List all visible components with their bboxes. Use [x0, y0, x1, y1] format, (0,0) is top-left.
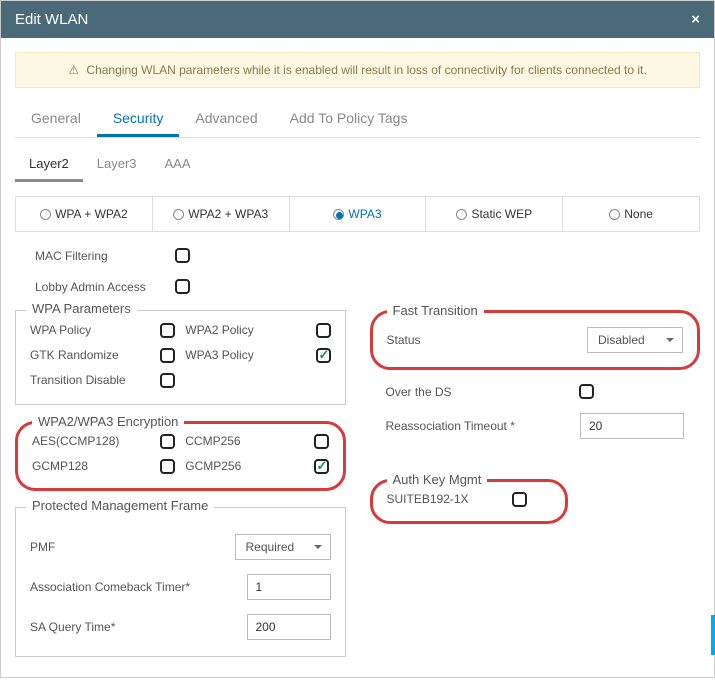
- mac-filtering-row: MAC Filtering: [35, 248, 700, 263]
- wpa-parameters-legend: WPA Parameters: [26, 301, 137, 316]
- lobby-admin-label: Lobby Admin Access: [35, 280, 175, 294]
- mac-filtering-label: MAC Filtering: [35, 249, 175, 263]
- fast-transition-fieldset: Fast Transition Status Disabled: [370, 310, 701, 370]
- radio-wpa3[interactable]: WPA3: [290, 197, 427, 231]
- gcmp128-label: GCMP128: [32, 459, 88, 473]
- side-handle[interactable]: [711, 615, 715, 655]
- ccmp256-checkbox[interactable]: [314, 434, 329, 449]
- sa-query-label: SA Query Time*: [30, 620, 115, 634]
- gcmp256-label: GCMP256: [185, 459, 241, 473]
- tab-advanced[interactable]: Advanced: [179, 102, 273, 137]
- ft-status-select[interactable]: Disabled: [587, 327, 683, 353]
- tab-security[interactable]: Security: [97, 102, 180, 137]
- assoc-comeback-label: Association Comeback Timer*: [30, 580, 190, 594]
- gcmp128-checkbox[interactable]: [160, 459, 175, 474]
- auth-key-mgmt-fieldset: Auth Key Mgmt SUITEB192-1X: [370, 479, 568, 524]
- lobby-admin-row: Lobby Admin Access: [35, 279, 700, 294]
- pmf-label: PMF: [30, 540, 55, 554]
- tab-policy-tags[interactable]: Add To Policy Tags: [274, 102, 424, 137]
- pmf-legend: Protected Management Frame: [26, 498, 214, 513]
- assoc-comeback-input[interactable]: [247, 574, 331, 600]
- subtab-aaa[interactable]: AAA: [151, 148, 205, 182]
- ccmp256-label: CCMP256: [185, 434, 240, 448]
- radio-static-wep[interactable]: Static WEP: [426, 197, 563, 231]
- fast-transition-legend: Fast Transition: [387, 303, 484, 318]
- encryption-legend: WPA2/WPA3 Encryption: [32, 414, 184, 429]
- wpa-policy-label: WPA Policy: [30, 323, 91, 337]
- over-the-ds-label: Over the DS: [386, 385, 452, 399]
- over-the-ds-checkbox[interactable]: [579, 384, 594, 399]
- wpa-mode-selector: WPA + WPA2 WPA2 + WPA3 WPA3 Static WEP N…: [15, 196, 700, 232]
- gtk-randomize-checkbox[interactable]: [160, 348, 175, 363]
- lobby-admin-checkbox[interactable]: [175, 279, 190, 294]
- tab-general[interactable]: General: [15, 102, 97, 137]
- subtab-layer2[interactable]: Layer2: [15, 148, 83, 182]
- transition-disable-label: Transition Disable: [30, 373, 126, 387]
- wpa3-policy-label: WPA3 Policy: [185, 348, 253, 362]
- suiteb192-1x-label: SUITEB192-1X: [387, 492, 469, 506]
- close-icon[interactable]: ×: [691, 11, 700, 28]
- wpa-parameters-fieldset: WPA Parameters WPA Policy WPA2 Policy GT…: [15, 310, 346, 405]
- radio-none[interactable]: None: [563, 197, 699, 231]
- radio-icon: [173, 209, 184, 220]
- reassoc-timeout-input[interactable]: [580, 413, 684, 439]
- pmf-fieldset: Protected Management Frame PMF Required …: [15, 507, 346, 657]
- mac-filtering-checkbox[interactable]: [175, 248, 190, 263]
- transition-disable-checkbox[interactable]: [160, 373, 175, 388]
- wpa2-policy-label: WPA2 Policy: [185, 323, 253, 337]
- wpa2-policy-checkbox[interactable]: [316, 323, 331, 338]
- main-tabs: General Security Advanced Add To Policy …: [15, 102, 700, 138]
- sub-tabs: Layer2 Layer3 AAA: [15, 148, 700, 182]
- reassoc-timeout-label: Reassociation Timeout *: [386, 419, 515, 433]
- modal-title: Edit WLAN: [15, 11, 88, 28]
- modal-header: Edit WLAN ×: [1, 1, 714, 38]
- warning-text: Changing WLAN parameters while it is ena…: [86, 63, 646, 77]
- gcmp256-checkbox[interactable]: [314, 459, 329, 474]
- radio-icon: [333, 209, 344, 220]
- wpa3-policy-checkbox[interactable]: [316, 348, 331, 363]
- radio-icon: [456, 209, 467, 220]
- pmf-select[interactable]: Required: [235, 534, 331, 560]
- aes-ccmp128-label: AES(CCMP128): [32, 434, 119, 448]
- radio-icon: [609, 209, 620, 220]
- suiteb192-1x-checkbox[interactable]: [512, 492, 527, 507]
- sa-query-input[interactable]: [247, 614, 331, 640]
- radio-icon: [40, 209, 51, 220]
- warning-icon: ⚠: [68, 63, 79, 77]
- auth-key-mgmt-legend: Auth Key Mgmt: [387, 472, 488, 487]
- encryption-fieldset: WPA2/WPA3 Encryption AES(CCMP128) CCMP25…: [15, 421, 346, 491]
- warning-alert: ⚠ Changing WLAN parameters while it is e…: [15, 52, 700, 88]
- subtab-layer3[interactable]: Layer3: [83, 148, 151, 182]
- radio-wpa2-wpa3[interactable]: WPA2 + WPA3: [153, 197, 290, 231]
- wpa-policy-checkbox[interactable]: [160, 323, 175, 338]
- ft-status-label: Status: [387, 333, 421, 347]
- edit-wlan-modal: Edit WLAN × ⚠ Changing WLAN parameters w…: [0, 0, 715, 678]
- aes-ccmp128-checkbox[interactable]: [160, 434, 175, 449]
- radio-wpa-wpa2[interactable]: WPA + WPA2: [16, 197, 153, 231]
- gtk-randomize-label: GTK Randomize: [30, 348, 119, 362]
